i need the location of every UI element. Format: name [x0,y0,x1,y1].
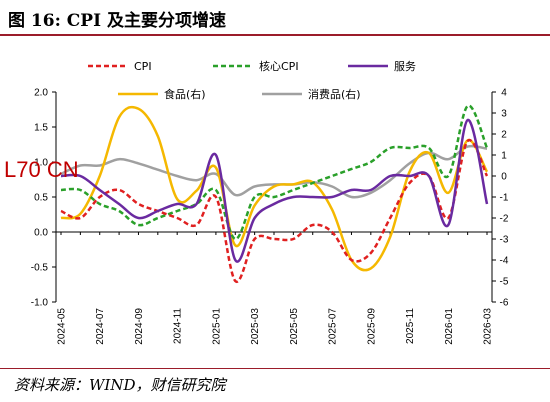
y-right-tick-label: 4 [501,88,507,99]
y-right-tick-label: 0 [501,172,507,183]
watermark-text: L70 CN [4,157,79,182]
source-rule [0,368,550,369]
x-tick-label: 2025-03 [250,308,261,345]
y-right-tick-label: -1 [500,193,509,204]
y-left-tick-label: -0.5 [31,263,49,274]
x-tick-label: 2025-11 [405,308,416,344]
source-note: 资料来源：WIND，财信研究院 [14,376,226,394]
series-services [60,118,489,263]
x-tick-label: 2025-07 [328,308,339,345]
y-right-tick-label: -5 [500,277,509,288]
y-left-tick-label: 1.0 [34,158,48,169]
legend-label-cpi: CPI [134,60,152,73]
y-right-tick-label: -3 [500,235,509,246]
x-tick-label: 2024-05 [57,308,68,345]
legend-label-core-cpi: 核心CPI [259,59,299,73]
title-rule [0,34,550,36]
legend-label-food: 食品(右) [164,87,206,101]
figure-title: 图 16: CPI 及主要分项增速 [8,11,226,31]
legend: CPI 核心CPI 服务 食品(右) 消费品(右) [88,59,416,101]
series-food [60,105,489,272]
x-tick-label: 2025-09 [366,308,377,345]
x-tick-label: 2026-01 [444,308,455,345]
y-right-tick-label: 3 [501,109,507,120]
x-tick-label: 2026-03 [483,308,494,345]
x-tick-label: 2024-09 [134,308,145,345]
series-core-cpi [60,104,489,241]
series-layer [60,104,489,283]
x-tick-label: 2024-11 [173,308,184,344]
x-tick-label: 2025-01 [211,308,222,345]
series-cpi [60,139,489,283]
y-left-tick-label: 1.5 [34,123,48,134]
y-right-tick-label: -4 [500,256,509,267]
y-right-tick-label: -2 [500,214,509,225]
y-right-tick-label: 2 [501,130,507,141]
x-tick-label: 2025-05 [289,308,300,345]
x-tick-label: 2024-07 [95,308,106,345]
y-left-tick-label: 2.0 [34,88,48,99]
legend-label-services: 服务 [394,60,416,73]
y-right-tick-label: 1 [501,151,507,162]
line-chart: CPI 核心CPI 服务 食品(右) 消费品(右) 2.0 1.5 1.0 0.5 0.… [31,59,509,345]
legend-label-consumer-goods: 消费品(右) [308,87,361,101]
y-left-tick-label: 0.5 [34,193,48,204]
axes: 2.0 1.5 1.0 0.5 0.0 -0.5 -1.0 4 3 2 1 0 -1 -2 -3 -4 -5 -6… [31,88,509,345]
y-right-tick-label: -6 [500,298,509,309]
y-left-tick-label: -1.0 [31,298,49,309]
y-left-tick-label: 0.0 [34,228,48,239]
